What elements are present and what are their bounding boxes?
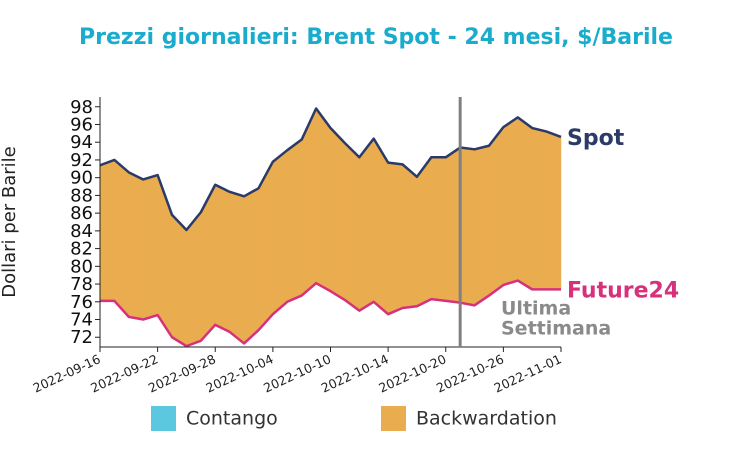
spread-area <box>186 211 202 347</box>
y-tick-label: 88 <box>70 185 93 206</box>
legend-label: Contango <box>186 408 278 430</box>
spread-area <box>546 131 562 290</box>
y-tick-label: 98 <box>70 97 93 118</box>
spread-area <box>243 187 259 345</box>
y-tick-label: 92 <box>70 150 93 171</box>
series-label: Spot <box>567 126 625 151</box>
spread-area <box>315 107 331 292</box>
legend-swatch <box>151 406 176 431</box>
y-tick-label: 78 <box>70 274 93 295</box>
annotation: Settimana <box>501 318 611 340</box>
annotation: Ultima <box>501 298 571 320</box>
y-tick-label: 80 <box>70 256 93 277</box>
spread-area <box>142 174 158 320</box>
spread-area <box>488 126 504 297</box>
spread-area <box>517 116 533 290</box>
spread-area <box>402 163 418 309</box>
spread-area <box>128 171 144 320</box>
y-tick-label: 86 <box>70 203 93 224</box>
y-tick-label: 90 <box>70 168 93 189</box>
y-axis-label: Dollari per Barile <box>0 146 20 298</box>
y-tick-label: 72 <box>70 327 93 348</box>
y-tick-label: 96 <box>70 114 93 135</box>
spread-area <box>157 174 173 339</box>
spread-area <box>387 162 403 315</box>
spread-area <box>114 159 130 318</box>
spread-area <box>287 139 302 303</box>
spread-area <box>359 137 374 312</box>
spread-area <box>272 149 288 315</box>
spread-area <box>459 147 475 306</box>
spread-area <box>330 127 346 301</box>
spread-area <box>531 127 547 290</box>
spread-area <box>258 161 274 331</box>
spread-area <box>445 147 461 303</box>
spread-area <box>474 145 490 306</box>
spread-area <box>215 184 230 333</box>
chart-title: Prezzi giornalieri: Brent Spot - 24 mesi… <box>79 25 673 50</box>
y-tick-label: 94 <box>70 132 93 153</box>
series-label: Future24 <box>567 278 679 303</box>
y-tick-label: 84 <box>70 221 93 242</box>
spread-area <box>431 157 446 302</box>
series-line <box>99 107 562 232</box>
y-tick-label: 74 <box>70 310 93 331</box>
series-line <box>100 279 561 348</box>
spread-area <box>344 142 360 312</box>
legend-swatch <box>381 406 406 431</box>
spread-area <box>229 191 245 344</box>
legend-label: Backwardation <box>416 408 557 430</box>
y-tick-label: 76 <box>70 292 93 313</box>
spread-area <box>416 156 432 307</box>
y-tick-label: 82 <box>70 239 93 260</box>
spread-area <box>503 116 519 286</box>
spread-area <box>373 137 389 315</box>
spread-area <box>171 214 187 347</box>
spread-area <box>99 159 115 302</box>
